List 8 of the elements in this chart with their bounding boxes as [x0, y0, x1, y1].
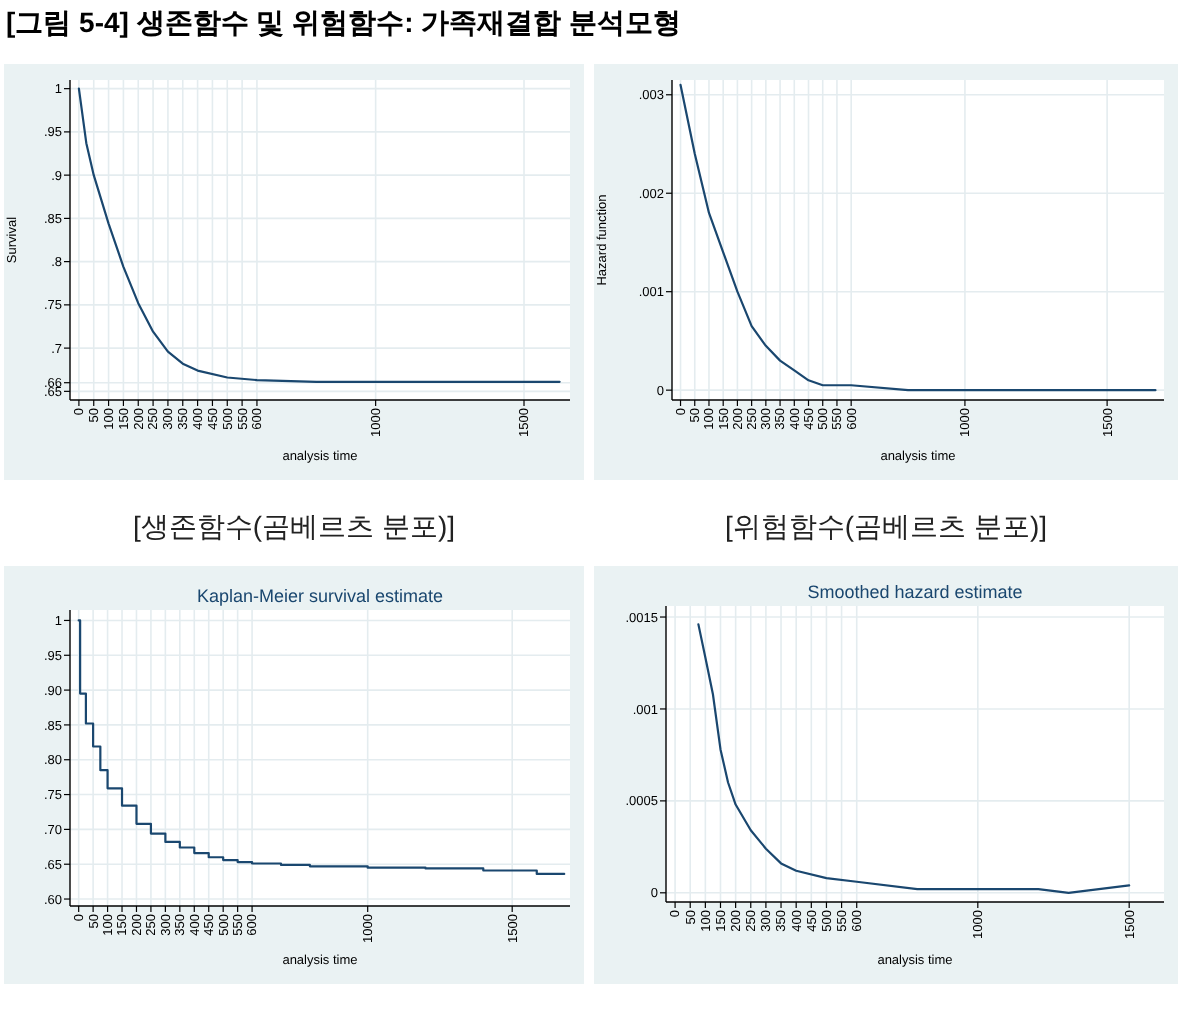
chart-title: Kaplan-Meier survival estimate	[196, 586, 444, 606]
line-series	[697, 623, 1131, 894]
text: [그림 5-4] 생존함수 및 위험함수: 가족재결합 분석모형	[6, 6, 682, 38]
line-series	[679, 83, 1157, 392]
chart-title: Smoothed hazard estimate	[807, 582, 1023, 602]
text: [위험함수(곰베르츠 분포)]	[725, 510, 1047, 542]
text: [생존함수(곰베르츠 분포)]	[133, 510, 455, 542]
line-series	[77, 87, 561, 383]
